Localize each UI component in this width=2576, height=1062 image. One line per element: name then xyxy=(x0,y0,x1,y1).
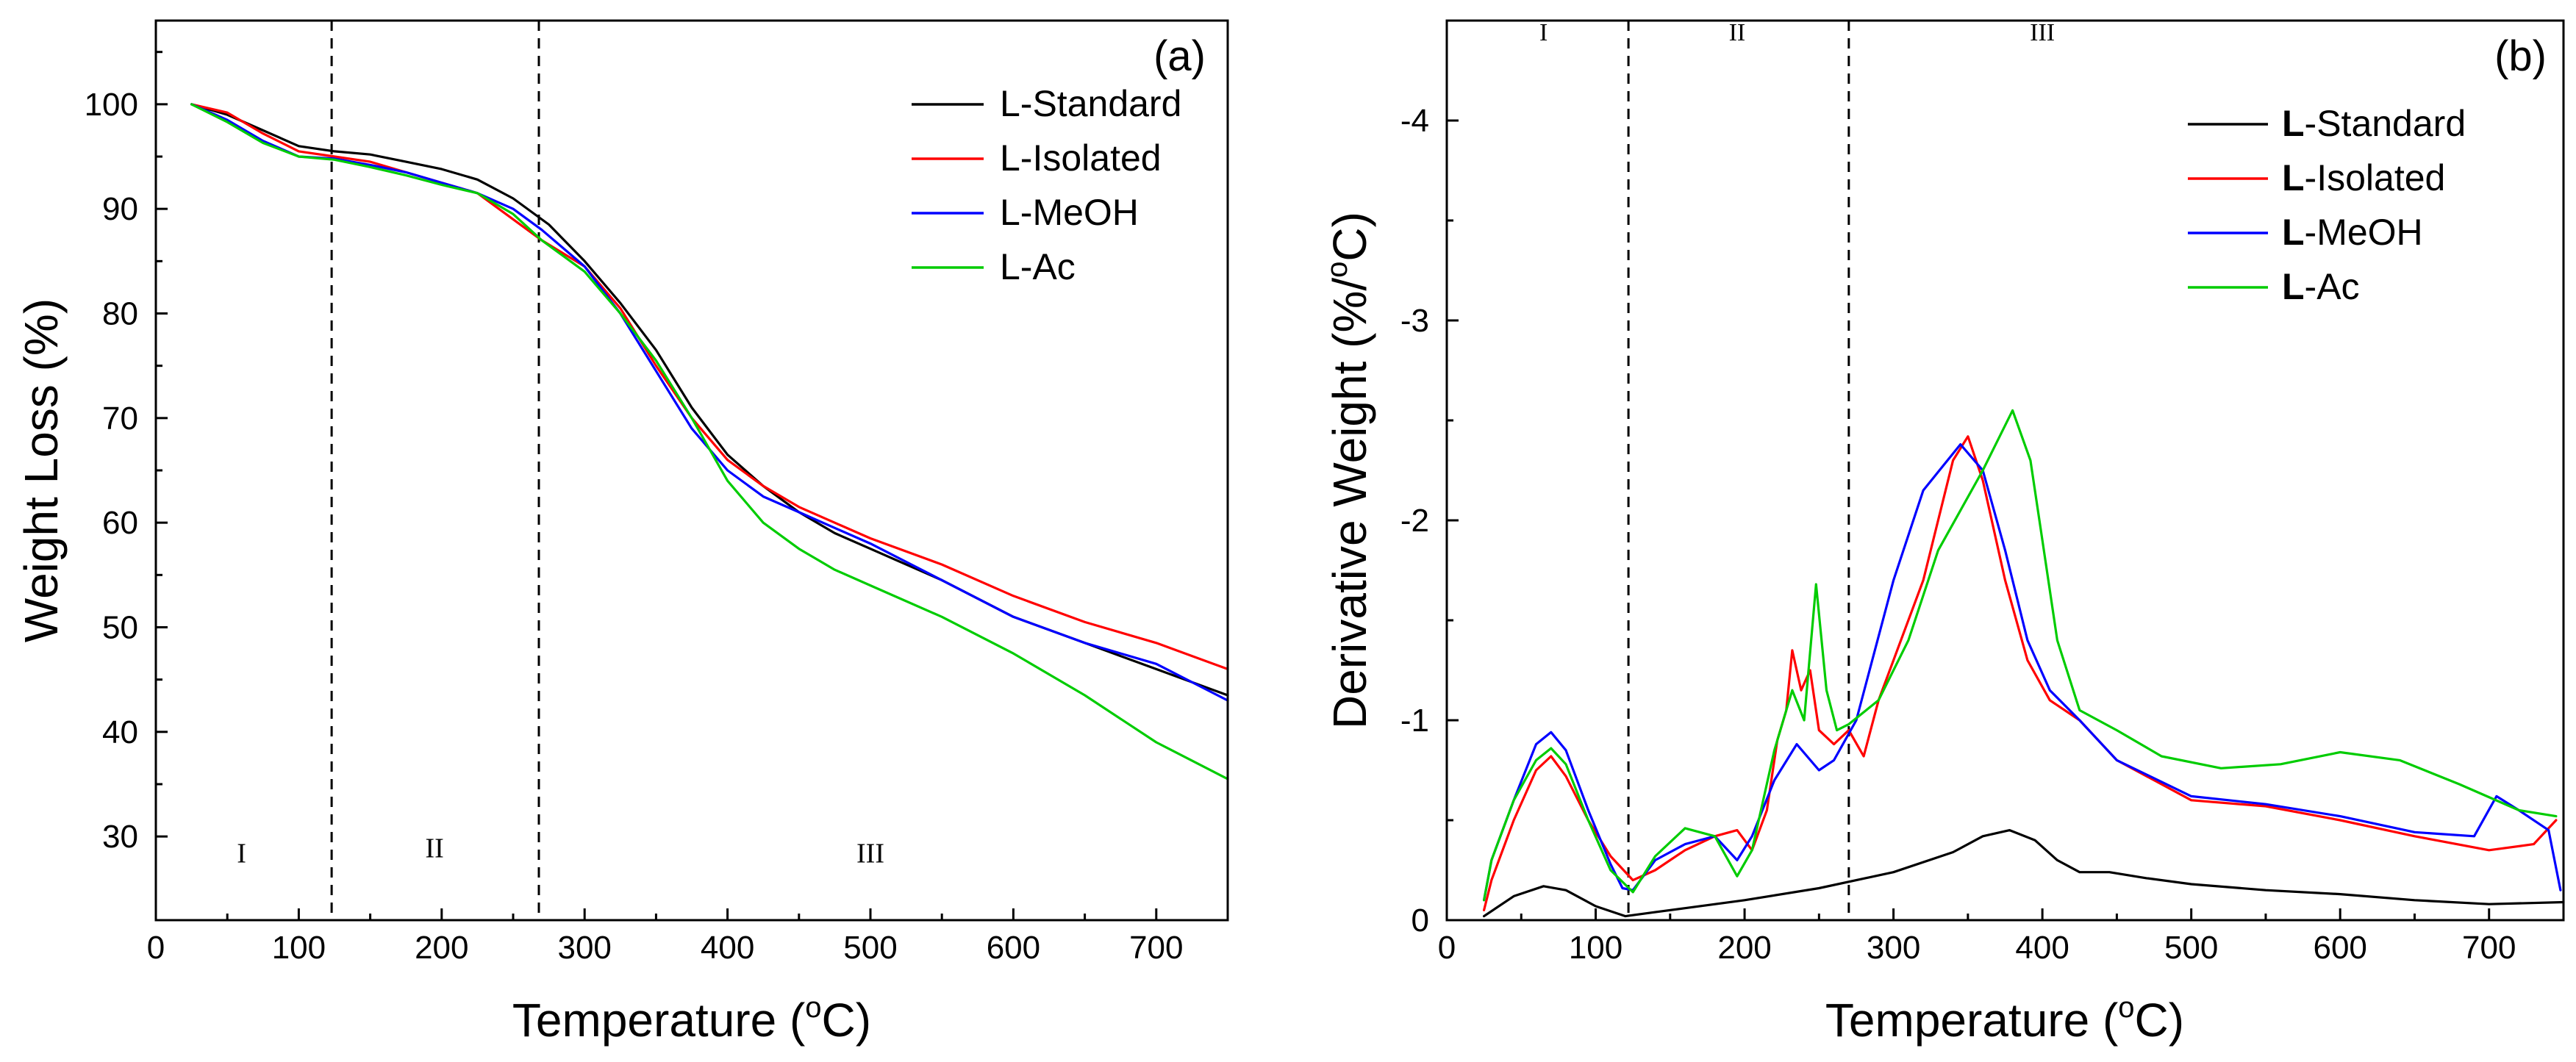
panel-a-x-tick-label: 0 xyxy=(147,930,165,966)
panel-b-x-tick-label: 100 xyxy=(1569,930,1622,966)
panel-a-x-tick-label: 100 xyxy=(272,930,326,966)
panel-b-x-axis-title: Temperature (oC) xyxy=(1825,991,2184,1047)
panel-b-y-tick-label: 0 xyxy=(1412,903,1429,939)
panel-b-legend-label: L-MeOH xyxy=(2282,212,2423,253)
panel-a-label: (a) xyxy=(1153,32,1206,80)
panel-b-x-tick-label: 0 xyxy=(1438,930,1456,966)
panel-b-y-tick-label: -1 xyxy=(1400,703,1429,739)
panel-a-x-tick-label: 700 xyxy=(1129,930,1183,966)
panel-b-series-l-standard xyxy=(1483,829,2565,918)
panel-b-x-tick-label: 200 xyxy=(1717,930,1771,966)
panel-a-x-axis-title: Temperature (oC) xyxy=(512,991,871,1047)
panel-a-y-tick-label: 30 xyxy=(102,819,138,855)
panel-a-region-label: III xyxy=(856,839,884,869)
panel-a-series-l-isolated xyxy=(190,103,1229,670)
panel-a-y-tick-label: 100 xyxy=(85,87,138,123)
panel-b-legend-label: L-Standard xyxy=(2282,103,2466,144)
panel-b-legend-label: L-Isolated xyxy=(2282,157,2445,198)
panel-a-y-tick-label: 70 xyxy=(102,401,138,437)
panel-b-y-axis-title-sup: o xyxy=(1321,262,1353,278)
panel-a-plot: 0 100 200 300 400 500 600 700 30 40 50 60 70 80 90 100 I… xyxy=(85,21,1229,966)
panel-a-legend-label: L-MeOH xyxy=(1000,192,1139,233)
panel-a: 0 100 200 300 400 500 600 700 30 40 50 60 70 80 90 100 I… xyxy=(15,19,1229,1047)
panel-a-frame xyxy=(154,19,1229,922)
panel-b-region-label: III xyxy=(2030,19,2055,46)
panel-a-legend-label: L-Ac xyxy=(1000,246,1076,287)
panel-a-x-tick-label: 400 xyxy=(701,930,754,966)
panel-a-y-tick-label: 60 xyxy=(102,505,138,541)
panel-b-frame xyxy=(1445,19,2565,922)
panel-a-y-tick-label: 40 xyxy=(102,714,138,750)
panel-b-x-tick-label: 400 xyxy=(2015,930,2069,966)
panel-b-legend: L-Standard L-Isolated L-MeOH L-Ac xyxy=(2188,103,2466,307)
panel-b-series-l-meoh xyxy=(1483,443,2562,902)
panel-a-y-axis-title: Weight Loss (%) xyxy=(15,298,68,642)
panel-b-x-tick-label: 600 xyxy=(2313,930,2366,966)
panel-a-x-tick-label: 600 xyxy=(987,930,1040,966)
panel-a-y-tick-label: 80 xyxy=(102,296,138,332)
panel-b-x-tick-label: 300 xyxy=(1867,930,1920,966)
panel-b-y-tick-label: -3 xyxy=(1400,303,1429,339)
panel-a-x-tick-label: 300 xyxy=(557,930,611,966)
panel-a-y-tick-label: 90 xyxy=(102,191,138,227)
panel-b-y-tick-label: -4 xyxy=(1400,103,1429,139)
panel-b-series-l-isolated xyxy=(1483,435,2558,911)
panel-a-series-l-ac xyxy=(190,103,1229,781)
panel-b-y-axis-title: Derivative Weight (%/oC) xyxy=(1321,212,1376,729)
panel-a-y-tick-label: 50 xyxy=(102,609,138,645)
panel-b-region-label: I xyxy=(1539,19,1548,46)
panel-b-legend-label: L-Ac xyxy=(2282,266,2360,307)
panel-a-region-label: I xyxy=(237,839,246,869)
panel-a-legend-label: L-Standard xyxy=(1000,83,1181,124)
panel-b-label: (b) xyxy=(2494,32,2547,80)
panel-a-legend-label: L-Isolated xyxy=(1000,137,1162,179)
panel-b-x-tick-label: 500 xyxy=(2164,930,2218,966)
panel-b-region-label: II xyxy=(1729,19,1746,46)
panel-b-y-tick-label: -2 xyxy=(1400,503,1429,539)
panel-b-x-tick-label: 700 xyxy=(2462,930,2516,966)
panel-a-x-tick-label: 500 xyxy=(843,930,897,966)
panel-a-x-tick-label: 200 xyxy=(415,930,468,966)
panel-a-x-axis-title-sup: o xyxy=(805,991,821,1024)
panel-a-region-label: II xyxy=(425,833,443,864)
panel-a-legend: L-Standard L-Isolated L-MeOH L-Ac xyxy=(912,83,1181,287)
panel-b-x-axis-title-sup: o xyxy=(2118,991,2134,1024)
panel-b-series-l-ac xyxy=(1483,409,2558,902)
